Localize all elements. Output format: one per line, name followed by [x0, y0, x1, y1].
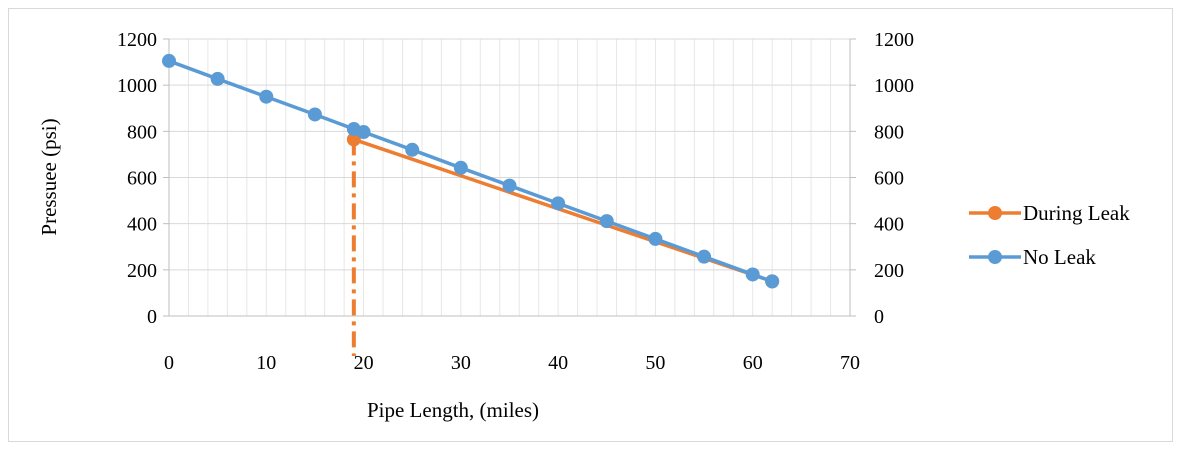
legend-label: No Leak [1023, 245, 1096, 269]
x-tick-label: 10 [256, 352, 276, 374]
y2-tick-label: 1000 [874, 75, 914, 97]
data-point [551, 196, 566, 211]
x-tick-label: 30 [451, 352, 471, 374]
y2-tick-label: 200 [874, 260, 904, 282]
data-point [259, 89, 274, 104]
axes [163, 38, 856, 317]
x-tick-label: 0 [164, 352, 174, 374]
y-tick-label: 400 [127, 214, 157, 236]
data-point [502, 178, 517, 193]
data-point [599, 214, 614, 229]
legend-swatch-marker [988, 206, 1002, 220]
data-point [697, 249, 712, 264]
data-point [346, 132, 361, 147]
y-tick-label: 1200 [117, 29, 157, 51]
data-point [210, 71, 225, 86]
chart-frame: 0 10 20 30 40 50 60 70 0 200 400 600 800 1000 1200 0 200… [8, 8, 1173, 442]
x-tick-label: 60 [743, 352, 763, 374]
x-tick-label: 50 [645, 352, 665, 374]
y2-tick-label: 0 [874, 306, 884, 328]
data-point [745, 267, 760, 282]
y2-tick-label: 1200 [874, 29, 914, 51]
y-tick-label: 1000 [117, 75, 157, 97]
y2-tick-label: 400 [874, 214, 904, 236]
y2-tick-label: 800 [874, 121, 904, 143]
y-tick-label: 600 [127, 168, 157, 190]
data-point [307, 107, 322, 122]
data-point [765, 274, 780, 289]
legend: During Leak No Leak [969, 201, 1130, 269]
series-no-leak [162, 53, 780, 289]
tick-labels: 0 10 20 30 40 50 60 70 0 200 400 600 800 1000 1200 0 200… [117, 29, 914, 374]
data-point [648, 231, 663, 246]
y-tick-label: 200 [127, 260, 157, 282]
x-tick-label: 70 [840, 352, 860, 374]
y2-tick-label: 600 [874, 168, 904, 190]
data-point [356, 125, 371, 140]
y-tick-label: 0 [147, 306, 157, 328]
y-tick-label: 800 [127, 121, 157, 143]
series-line [168, 59, 773, 284]
grid [169, 38, 850, 316]
legend-item: No Leak [969, 245, 1096, 269]
data-point [405, 142, 420, 157]
y-axis-title: Pressuee (psi) [37, 118, 61, 235]
x-tick-label: 20 [354, 352, 374, 374]
data-point [453, 160, 468, 175]
data-point [162, 53, 176, 68]
series [162, 53, 780, 289]
x-axis-title: Pipe Length, (miles) [367, 398, 539, 422]
legend-label: During Leak [1023, 201, 1130, 225]
line-chart: 0 10 20 30 40 50 60 70 0 200 400 600 800 1000 1200 0 200… [37, 29, 1130, 422]
x-tick-label: 40 [548, 352, 568, 374]
legend-item: During Leak [969, 201, 1130, 225]
legend-swatch-marker [988, 250, 1002, 264]
